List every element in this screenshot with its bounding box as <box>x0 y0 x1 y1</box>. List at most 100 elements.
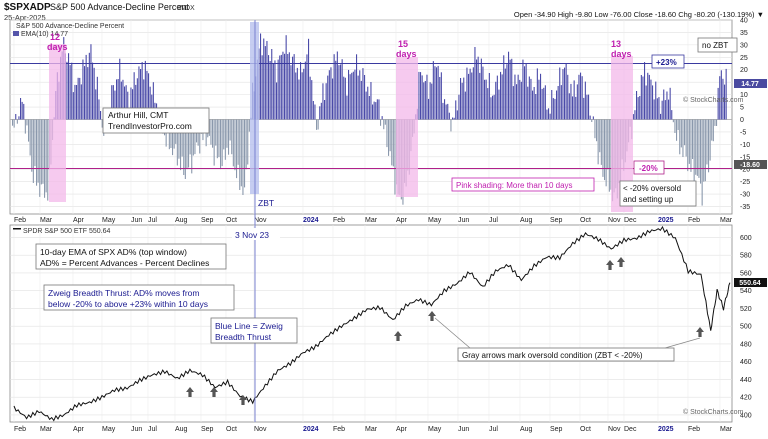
zbt-desc-line1: Zweig Breadth Thrust: AD% moves from <box>48 288 199 298</box>
ohlc-readout: Open -34.90 High -9.80 Low -76.00 Close … <box>514 10 764 19</box>
ema-bar <box>152 82 154 120</box>
x-tick-label: Apr <box>73 217 85 224</box>
bottom-y-axis: 400 420 440 460 480 500 520 540 560 580 600 <box>740 235 752 419</box>
x-tick-label: Jul <box>148 426 157 433</box>
ema-bar <box>98 99 100 120</box>
ema-bar <box>34 119 36 167</box>
ema-bar <box>277 59 279 120</box>
ema-bar <box>453 117 455 120</box>
y-tick-label: 5 <box>740 105 744 112</box>
ema-bar <box>88 52 90 120</box>
ema-bar <box>213 119 215 166</box>
y-tick-label: -15 <box>740 154 750 161</box>
ema-bar <box>482 66 484 120</box>
ema-bar <box>725 68 727 120</box>
ema-bar <box>676 119 678 141</box>
ema-bar <box>607 119 609 170</box>
ema-bar <box>668 99 670 120</box>
days15-label: days <box>396 49 417 59</box>
ema-bar <box>247 119 249 165</box>
ema-value-badge-bg <box>734 79 767 88</box>
ema-bar <box>448 112 450 120</box>
x-tick-label: Oct <box>226 426 237 433</box>
ema-bar <box>176 119 178 166</box>
ema-bar <box>312 101 314 120</box>
ema-bar <box>365 91 367 120</box>
ema-bar <box>362 68 364 120</box>
ema-bar <box>463 77 465 120</box>
ema-bar <box>664 100 666 120</box>
ema-bar <box>42 119 44 184</box>
ema-bar <box>642 76 644 120</box>
ema-bar <box>383 119 385 130</box>
x-tick-label: Apr <box>396 426 408 433</box>
ema-bar <box>584 81 586 120</box>
ema-bar <box>303 68 305 120</box>
ema-bar <box>567 74 569 120</box>
ema-bar <box>656 98 658 120</box>
ema-bar <box>432 61 434 120</box>
ema-bar <box>274 60 276 120</box>
y-tick-label: -25 <box>740 179 750 186</box>
bottom-x-axis: Feb Mar Apr May Jun Jul Aug Sep Oct Nov 2024 Feb Mar… <box>14 426 733 433</box>
callout-line-right <box>664 337 701 349</box>
ema-bar <box>95 89 97 120</box>
ema-bar <box>460 78 462 120</box>
ema-bar <box>148 73 150 120</box>
ema-bar <box>572 96 574 120</box>
ema-bar <box>701 119 703 206</box>
ema-bar <box>146 70 148 120</box>
top-panel: -35 -30 -25 -20 -15 -10 -5 0 5 10 15 20 25 30 35 40 S&P… <box>9 18 767 215</box>
ema-bar <box>111 85 113 120</box>
ema-bar <box>332 78 334 120</box>
ema-bar <box>684 119 686 146</box>
ema-bar <box>282 51 284 120</box>
ema-bar <box>506 64 508 120</box>
ema-bar <box>381 116 383 120</box>
ema-bar <box>26 119 28 126</box>
shade-15-days <box>396 57 418 197</box>
callout-line-left <box>434 317 471 349</box>
ema-bar <box>535 94 537 120</box>
ema-bar <box>680 119 682 148</box>
x-tick-label: Dec <box>624 426 637 433</box>
ema-bar <box>39 119 41 197</box>
ema-bar <box>189 119 191 155</box>
x-tick-label: 2025 <box>658 426 674 433</box>
y-tick-label: 400 <box>740 412 752 419</box>
ema-bar <box>231 119 233 155</box>
ema-bar <box>292 56 294 120</box>
ema-bar <box>608 119 610 192</box>
ema-bar <box>87 67 89 120</box>
ema-bar <box>655 81 657 120</box>
ema-bar <box>719 76 721 120</box>
ema-bar <box>349 74 351 120</box>
ema-bar <box>469 68 471 120</box>
ema-bar <box>344 77 346 120</box>
ema-bar <box>517 74 519 120</box>
ema-bar <box>496 75 498 120</box>
ema-bar <box>436 67 438 120</box>
ema-legend: EMA(10) 14.77 <box>21 31 68 38</box>
ema-bar <box>269 61 271 120</box>
ema-bar <box>192 119 194 156</box>
ema-bar <box>696 119 698 176</box>
y-tick-label: 25 <box>740 55 748 62</box>
ema-bar <box>597 119 599 165</box>
ema-bar <box>700 119 702 184</box>
ema-bar <box>493 94 495 120</box>
x-tick-label: May <box>102 426 116 433</box>
ema-bar <box>248 119 250 132</box>
ema-bar <box>309 76 311 120</box>
ema-bar <box>351 72 353 120</box>
ema-bar <box>533 87 535 120</box>
ema-bar <box>268 55 270 120</box>
ema-bar <box>336 51 338 120</box>
plus23-label: +23% <box>656 58 677 67</box>
ema-bar <box>140 69 142 120</box>
ema-bar <box>18 116 20 120</box>
price-badge-bg <box>734 278 767 287</box>
ema-bar <box>578 74 580 120</box>
close-value-badge: -18.60 <box>740 162 760 169</box>
ema-bar <box>421 75 423 120</box>
